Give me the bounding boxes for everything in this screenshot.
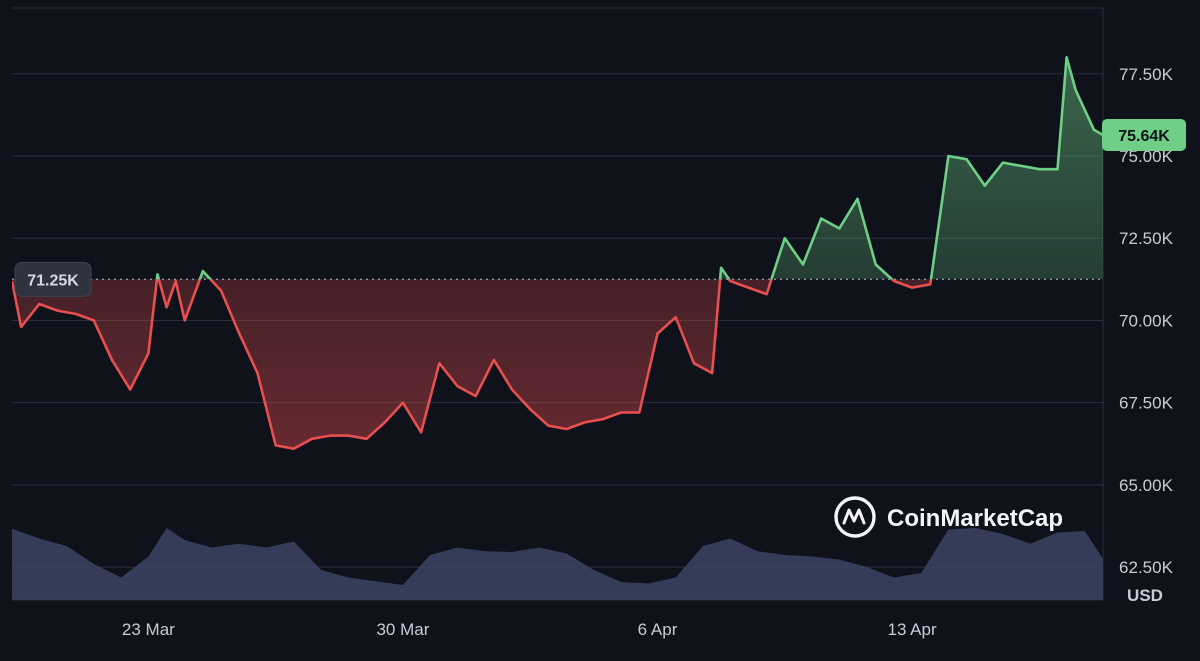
baseline-badge: 71.25K [14,261,92,297]
x-tick-label: 13 Apr [887,620,936,639]
y-tick-label: 65.00K [1119,476,1174,495]
price-line-above-baseline [155,56,1103,280]
y-tick-label: 77.50K [1119,65,1174,84]
price-area [12,57,1103,449]
coinmarketcap-watermark: CoinMarketCap [834,496,1063,538]
y-tick-label: 75.00K [1119,147,1174,166]
current-price-badge: 75.64K [1102,118,1186,151]
price-line [12,56,1103,450]
baseline-label: 71.25K [27,272,79,289]
currency-label: USD [1127,586,1163,605]
x-tick-label: 6 Apr [638,620,678,639]
price-area-below-baseline [12,279,932,449]
price-line-below-baseline [12,279,933,450]
y-tick-label: 67.50K [1119,394,1174,413]
volume-area [12,528,1103,600]
y-tick-label: 70.00K [1119,311,1174,330]
y-tick-label: 72.50K [1119,229,1174,248]
brand-name: CoinMarketCap [887,505,1063,532]
y-axis: 62.50K 65.00K 67.50K 70.00K 72.50K 75.00K 77.5… [1119,65,1174,577]
x-tick-label: 23 Mar [122,620,175,639]
y-tick-label: 62.50K [1119,558,1174,577]
volume-series [12,528,1103,600]
current-price-label: 75.64K [1118,128,1170,145]
x-tick-label: 30 Mar [376,620,429,639]
coinmarketcap-logo-icon [834,496,876,538]
x-axis: 23 Mar 30 Mar 6 Apr 13 Apr [122,620,937,639]
